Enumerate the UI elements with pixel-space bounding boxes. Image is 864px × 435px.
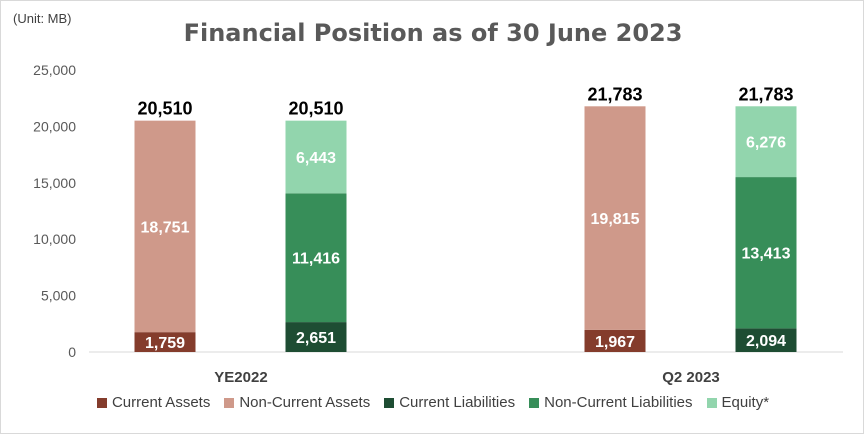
- bar-segment: [134, 120, 196, 333]
- y-tick-label: 5,000: [41, 288, 76, 304]
- chart-legend: Current Assets Non-Current Assets Current …: [1, 394, 864, 411]
- bar-segment: [584, 106, 646, 330]
- legend-label: Equity*: [721, 394, 770, 411]
- y-tick-label: 0: [68, 344, 76, 360]
- legend-label: Non-Current Assets: [239, 394, 371, 411]
- bar-segment: [285, 120, 347, 194]
- data-label: 11,416: [292, 251, 340, 268]
- legend-item: Equity*: [706, 394, 770, 411]
- data-label: 1,967: [595, 334, 635, 351]
- category-label: Q2 2023: [662, 369, 720, 386]
- total-label: 20,510: [137, 99, 192, 119]
- total-label: 21,783: [587, 84, 642, 104]
- data-label: 2,651: [296, 330, 336, 347]
- bar-segment: [285, 193, 347, 323]
- legend-item: Current Liabilities: [384, 394, 515, 411]
- data-label: 19,815: [591, 211, 640, 228]
- bar-segment: [584, 329, 646, 352]
- bar-segment: [285, 322, 347, 352]
- unit-note: (Unit: MB): [13, 11, 72, 26]
- total-label: 20,510: [288, 99, 343, 119]
- data-label: 6,276: [746, 135, 786, 152]
- legend-swatch: [96, 397, 107, 408]
- legend-swatch: [706, 397, 717, 408]
- legend-item: Non-Current Assets: [224, 394, 370, 411]
- bar-segment: [735, 177, 797, 329]
- legend-label: Current Assets: [111, 394, 211, 411]
- total-label: 21,783: [738, 84, 793, 104]
- data-label: 6,443: [296, 150, 336, 167]
- legend-swatch: [529, 397, 540, 408]
- data-label: 2,094: [746, 333, 786, 350]
- bar-segment: [735, 106, 797, 178]
- y-tick-label: 15,000: [33, 175, 76, 191]
- data-label: 13,413: [742, 246, 791, 263]
- legend-item: Current Assets: [96, 394, 211, 411]
- y-tick-label: 10,000: [33, 231, 76, 247]
- data-label: 1,759: [145, 335, 185, 352]
- bar-segment: [134, 332, 196, 352]
- legend-item: Non-Current Liabilities: [529, 394, 693, 411]
- category-label: YE2022: [214, 369, 267, 386]
- chart-title: Financial Position as of 30 June 2023: [183, 19, 683, 47]
- legend-swatch: [384, 397, 395, 408]
- y-tick-label: 20,000: [33, 118, 76, 134]
- bar-segment: [735, 328, 797, 352]
- y-tick-label: 25,000: [33, 62, 76, 78]
- legend-label: Current Liabilities: [399, 394, 516, 411]
- legend-swatch: [224, 397, 235, 408]
- legend-label: Non-Current Liabilities: [544, 394, 693, 411]
- data-label: 18,751: [141, 219, 190, 236]
